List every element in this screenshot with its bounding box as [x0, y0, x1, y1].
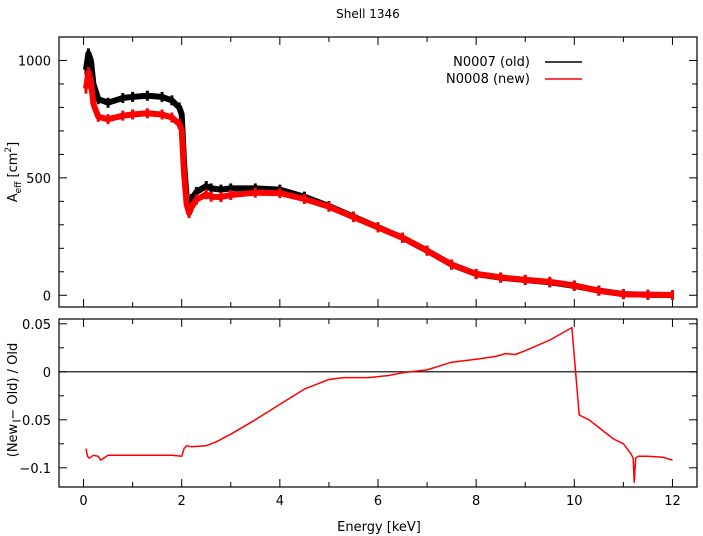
series-line-a	[83, 50, 673, 298]
x-tick-label: 4	[276, 494, 284, 509]
x-tick-label: 6	[374, 494, 382, 509]
y-tick-label: 0	[43, 289, 51, 304]
x-tick-label: 12	[664, 494, 681, 509]
series-line-a	[85, 326, 673, 483]
y-tick-label: 500	[26, 172, 51, 187]
series-line-b	[83, 69, 673, 298]
y-tick-label: 0.05	[22, 318, 51, 333]
x-tick-label: 0	[79, 494, 87, 509]
legend-label-old: N0007 (old)	[453, 55, 530, 70]
legend-label-new: N0008 (new)	[446, 72, 530, 87]
effective-area-panel: 0 500 1000	[18, 36, 698, 308]
x-tick-label: 10	[566, 494, 583, 509]
x-tick-label: 2	[178, 494, 186, 509]
y-tick-label: 1000	[18, 54, 51, 69]
y-tick-label: 0	[43, 366, 51, 381]
ratio-panel: 0.05 0 −0.05 −0.1 0 2 4 6 8 10 12	[11, 318, 698, 509]
y-tick-label: −0.05	[11, 414, 51, 429]
x-axis-label: Energy [keV]	[337, 520, 421, 535]
chart-title: Shell 1346	[336, 7, 400, 21]
plot-frame	[58, 36, 698, 308]
plot-frame	[58, 318, 698, 488]
x-tick-label: 8	[472, 494, 480, 509]
y-tick-label: −0.1	[19, 462, 51, 477]
top-y-axis-label: Aeff [cm2]	[4, 142, 24, 203]
legend: N0007 (old) N0008 (new)	[446, 55, 582, 87]
bottom-y-axis-label: (New − Old) / Old	[6, 343, 21, 458]
